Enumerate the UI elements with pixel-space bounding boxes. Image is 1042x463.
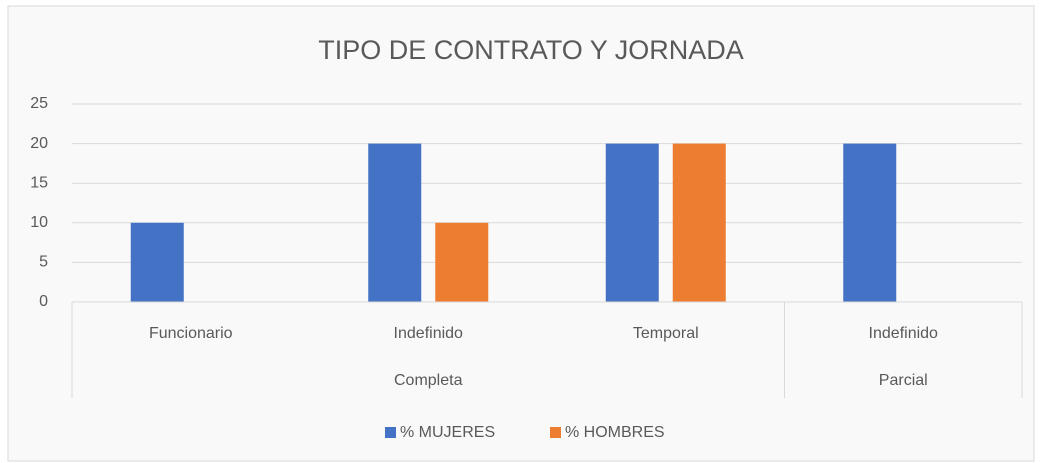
y-tick-label: 10 [30, 214, 48, 231]
x-tick-label: Indefinido [394, 325, 463, 342]
legend-label: % HOMBRES [565, 424, 665, 441]
bar [672, 143, 726, 302]
x-tick-label: Funcionario [149, 325, 233, 342]
group-label: Parcial [879, 372, 928, 389]
y-tick-label: 15 [30, 174, 48, 191]
legend-swatch [550, 427, 561, 438]
legend-swatch [385, 427, 396, 438]
y-tick-label: 25 [30, 95, 48, 112]
bar [843, 143, 897, 302]
y-tick-label: 0 [39, 293, 48, 310]
bar [130, 222, 184, 302]
y-tick-label: 20 [30, 135, 48, 152]
x-tick-label: Indefinido [869, 325, 938, 342]
bar [605, 143, 659, 302]
bar [435, 222, 489, 302]
group-label: Completa [394, 372, 463, 389]
x-tick-label: Temporal [633, 325, 699, 342]
legend-label: % MUJERES [400, 424, 495, 441]
chart-title: TIPO DE CONTRATO Y JORNADA [318, 35, 744, 65]
bar [368, 143, 422, 302]
y-tick-label: 5 [39, 254, 48, 271]
